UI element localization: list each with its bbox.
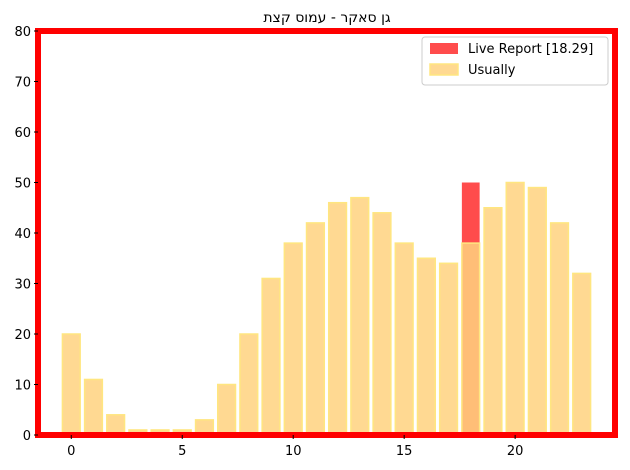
y-tick-label: 40 xyxy=(14,227,31,242)
usual-bar xyxy=(83,378,104,436)
usual-bar xyxy=(106,414,126,436)
usual-bar xyxy=(217,383,237,436)
usual-bar xyxy=(261,277,281,436)
x-tick-label: 0 xyxy=(67,444,75,459)
usual-bar xyxy=(394,242,414,436)
usual-bar xyxy=(305,222,326,436)
usual-bar xyxy=(327,201,348,436)
usual-bar xyxy=(350,196,370,436)
usual-bar xyxy=(416,257,436,436)
y-tick-label: 10 xyxy=(14,379,31,394)
usual-bar xyxy=(372,212,392,436)
usual-bar xyxy=(283,242,303,436)
y-tick-label: 60 xyxy=(14,126,31,141)
legend-swatch-usual xyxy=(429,63,459,76)
chart-title: גן סאקר - עמוס קצת xyxy=(263,10,391,26)
x-tick-label: 15 xyxy=(396,444,413,459)
y-tick-label: 70 xyxy=(14,76,31,91)
legend-label-live: Live Report [18.29] xyxy=(468,42,593,57)
legend-box xyxy=(421,36,609,86)
usual-bar xyxy=(461,242,481,436)
x-tick-label: 20 xyxy=(507,444,524,459)
bars-layer xyxy=(61,181,592,436)
y-tick-label: 30 xyxy=(14,278,31,293)
usual-bar xyxy=(505,181,525,436)
x-axis: 0 5 10 15 20 xyxy=(67,435,523,459)
y-axis: 0 10 20 30 40 50 60 70 80 xyxy=(14,25,38,444)
legend: Live Report [18.29] Usually xyxy=(421,36,609,86)
legend-swatch-live xyxy=(430,43,458,54)
usual-bar xyxy=(438,262,459,436)
usual-bar xyxy=(549,222,570,436)
x-tick-label: 5 xyxy=(178,444,186,459)
usual-bar xyxy=(61,333,81,436)
y-tick-label: 20 xyxy=(14,328,31,343)
usual-bar xyxy=(483,207,503,436)
legend-label-usual: Usually xyxy=(468,63,516,78)
x-tick-label: 10 xyxy=(285,444,302,459)
y-tick-label: 50 xyxy=(14,177,31,192)
y-tick-label: 80 xyxy=(14,25,31,40)
usual-bar xyxy=(527,186,547,436)
usual-bar xyxy=(239,333,259,436)
usual-bar xyxy=(572,272,592,436)
y-tick-label: 0 xyxy=(23,429,31,444)
